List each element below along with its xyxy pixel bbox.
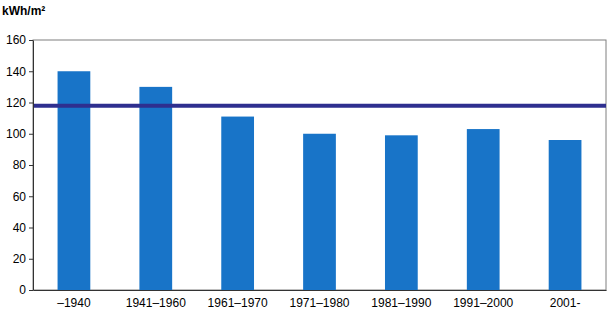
reference-line (33, 104, 606, 108)
y-tick-label: 160 (6, 33, 26, 47)
x-tick: 1971–1980 (289, 290, 349, 310)
plot-frame (33, 40, 606, 290)
y-tick-mark (29, 228, 33, 229)
y-tick: 40 (13, 221, 33, 235)
y-tick-mark (29, 134, 33, 135)
x-tick-label: 1961–1970 (208, 296, 268, 310)
y-tick-mark (29, 196, 33, 197)
y-axis-title: kWh/m² (2, 4, 45, 18)
y-tick: 100 (6, 127, 33, 141)
y-tick-label: 120 (6, 96, 26, 110)
x-tick-label: 1971–1980 (289, 296, 349, 310)
y-axis: 0 20 40 60 80 100 120 140 160 (6, 33, 34, 297)
chart: 0 20 40 60 80 100 120 140 160 –1940 1941–1960 1961–… (0, 0, 609, 317)
x-tick-label: –1940 (57, 296, 91, 310)
y-tick-label: 0 (19, 283, 26, 297)
x-tick-label: 2001- (550, 296, 581, 310)
y-tick-mark (29, 71, 33, 72)
y-tick-mark (29, 290, 33, 291)
y-tick: 60 (13, 190, 33, 204)
x-tick: 1991–2000 (453, 290, 513, 310)
y-tick: 20 (13, 252, 33, 266)
y-tick-mark (29, 165, 33, 166)
y-axis-line (33, 41, 34, 291)
y-tick-label: 100 (6, 127, 26, 141)
x-axis-line (34, 290, 607, 291)
x-tick: 1961–1970 (208, 290, 268, 310)
x-tick: 2001- (550, 290, 581, 310)
bar (139, 87, 172, 290)
bar (385, 135, 418, 290)
y-tick-label: 20 (13, 252, 27, 266)
y-tick: 80 (13, 158, 33, 172)
x-tick-label: 1941–1960 (126, 296, 186, 310)
y-tick-label: 80 (13, 158, 27, 172)
marks (33, 71, 606, 290)
y-tick: 120 (6, 96, 33, 110)
x-tick-label: 1981–1990 (371, 296, 431, 310)
y-tick-mark (29, 103, 33, 104)
x-tick: 1941–1960 (126, 290, 186, 310)
y-tick: 160 (6, 33, 33, 47)
y-tick-label: 140 (6, 65, 26, 79)
x-tick-label: 1991–2000 (453, 296, 513, 310)
bar (549, 140, 582, 290)
bar (303, 134, 336, 290)
y-tick-mark (29, 40, 33, 41)
y-tick: 140 (6, 65, 33, 79)
x-tick: 1981–1990 (371, 290, 431, 310)
plot: 0 20 40 60 80 100 120 140 160 –1940 1941–1960 1961–… (6, 33, 607, 309)
x-axis: –1940 1941–1960 1961–1970 1971–1980 1981–199… (34, 290, 607, 310)
y-tick: 0 (19, 283, 33, 297)
y-tick-label: 60 (13, 190, 27, 204)
bar (467, 129, 500, 290)
y-tick-label: 40 (13, 221, 27, 235)
bar (221, 117, 254, 290)
x-tick: –1940 (57, 290, 91, 310)
y-tick-mark (29, 259, 33, 260)
